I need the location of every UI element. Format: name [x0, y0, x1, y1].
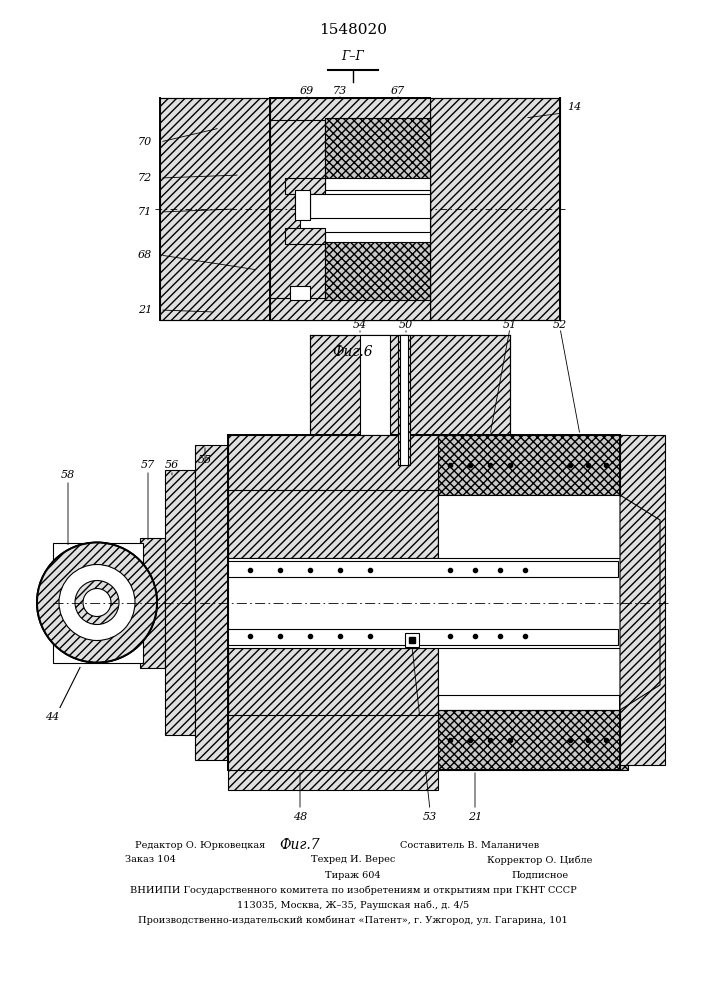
Text: Г–Г: Г–Г: [341, 50, 364, 64]
Bar: [228, 629, 618, 645]
Bar: [228, 435, 438, 490]
Bar: [228, 715, 438, 770]
Bar: [300, 190, 430, 232]
Text: Фиг.6: Фиг.6: [333, 345, 373, 359]
Bar: [438, 710, 628, 770]
Circle shape: [75, 580, 119, 624]
Text: 58: 58: [61, 470, 75, 480]
Bar: [310, 335, 510, 435]
Text: 70: 70: [138, 137, 152, 147]
Text: 21: 21: [138, 305, 152, 315]
Bar: [270, 118, 430, 148]
Text: 56: 56: [165, 460, 179, 470]
Bar: [398, 335, 410, 465]
Bar: [325, 178, 430, 242]
Text: Производственно-издательский комбинат «Патент», г. Ужгород, ул. Гагарина, 101: Производственно-издательский комбинат «П…: [138, 915, 568, 925]
Text: Техред И. Верес: Техред И. Верес: [311, 856, 395, 864]
Text: 50: 50: [399, 320, 413, 330]
Text: 71: 71: [138, 207, 152, 217]
Text: Корректор О. Цибле: Корректор О. Цибле: [487, 855, 592, 865]
Circle shape: [37, 542, 157, 662]
Circle shape: [83, 588, 111, 616]
Text: 52: 52: [553, 320, 567, 330]
Text: 68: 68: [138, 250, 152, 260]
Bar: [270, 98, 430, 120]
Bar: [228, 558, 648, 648]
Bar: [360, 335, 390, 435]
Bar: [430, 98, 560, 320]
Text: 1548020: 1548020: [319, 23, 387, 37]
Bar: [295, 190, 310, 220]
Bar: [295, 194, 315, 218]
Bar: [160, 98, 270, 320]
Text: 57: 57: [141, 460, 155, 470]
Text: 53: 53: [423, 812, 437, 822]
Text: 51: 51: [503, 320, 517, 330]
Bar: [228, 560, 618, 576]
Bar: [285, 228, 325, 244]
Bar: [195, 445, 230, 760]
Text: Тираж 604: Тираж 604: [325, 870, 381, 880]
Text: Редактор О. Юрковецкая: Редактор О. Юрковецкая: [135, 840, 265, 850]
Text: 14: 14: [567, 102, 581, 112]
Text: 69: 69: [300, 86, 314, 96]
Text: 113035, Москва, Ж–35, Раушская наб., д. 4/5: 113035, Москва, Ж–35, Раушская наб., д. …: [237, 900, 469, 910]
Text: 44: 44: [45, 712, 59, 722]
Bar: [310, 194, 430, 218]
Bar: [270, 298, 430, 320]
Bar: [53, 542, 143, 662]
Bar: [438, 435, 628, 495]
Circle shape: [59, 564, 135, 641]
Text: Подписное: Подписное: [511, 870, 568, 880]
Circle shape: [37, 542, 157, 662]
Bar: [270, 98, 430, 320]
Bar: [140, 538, 165, 668]
Bar: [285, 178, 325, 194]
Bar: [270, 118, 325, 300]
Bar: [325, 118, 430, 300]
Text: 48: 48: [293, 812, 307, 822]
Text: 55: 55: [198, 455, 212, 465]
Bar: [270, 270, 430, 320]
Text: Заказ 104: Заказ 104: [124, 856, 175, 864]
Text: 67: 67: [391, 86, 405, 96]
Polygon shape: [620, 495, 660, 710]
Bar: [438, 495, 620, 695]
Text: 54: 54: [353, 320, 367, 330]
Bar: [400, 335, 408, 465]
Text: ВНИИПИ Государственного комитета по изобретениям и открытиям при ГКНТ СССР: ВНИИПИ Государственного комитета по изоб…: [129, 885, 576, 895]
Text: Составитель В. Маланичев: Составитель В. Маланичев: [400, 840, 539, 850]
Text: 21: 21: [468, 812, 482, 822]
Bar: [620, 435, 665, 765]
Bar: [53, 590, 143, 614]
Bar: [165, 470, 195, 735]
Text: Фиг.7: Фиг.7: [280, 838, 320, 852]
Bar: [290, 286, 310, 300]
Bar: [228, 435, 438, 790]
Text: 72: 72: [138, 173, 152, 183]
Text: 73: 73: [333, 86, 347, 96]
Bar: [405, 633, 419, 647]
